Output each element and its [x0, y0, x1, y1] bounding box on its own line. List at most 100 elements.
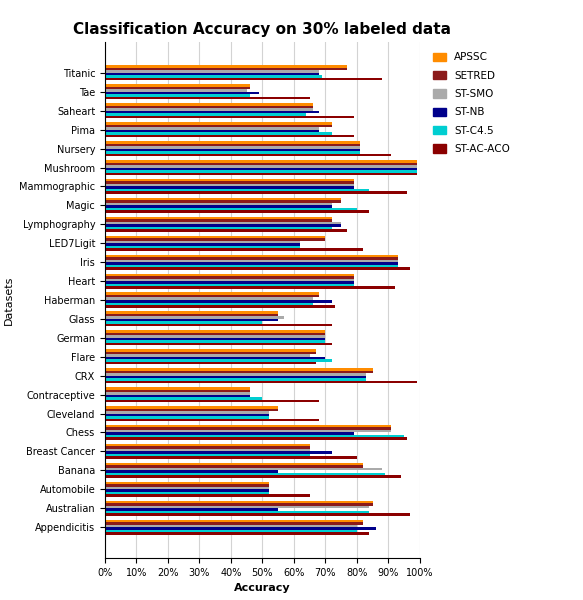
Bar: [105, 78, 382, 80]
Bar: [105, 173, 417, 175]
Bar: [105, 229, 347, 232]
Bar: [105, 444, 310, 446]
Bar: [105, 357, 325, 359]
Bar: [105, 130, 319, 132]
Bar: [105, 286, 395, 289]
Bar: [105, 281, 354, 284]
Bar: [105, 295, 319, 298]
Bar: [105, 97, 310, 100]
Bar: [105, 276, 354, 278]
Legend: APSSC, SETRED, ST-SMO, ST-NB, ST-C4.5, ST-AC-ACO: APSSC, SETRED, ST-SMO, ST-NB, ST-C4.5, S…: [428, 47, 515, 159]
Bar: [105, 484, 269, 487]
Bar: [105, 278, 354, 281]
Bar: [105, 108, 312, 111]
Bar: [105, 392, 250, 395]
Bar: [105, 227, 332, 229]
Bar: [105, 89, 247, 92]
Bar: [105, 451, 332, 454]
Bar: [105, 371, 373, 373]
Bar: [105, 76, 322, 78]
Bar: [105, 189, 370, 191]
Bar: [105, 522, 363, 524]
Bar: [105, 316, 285, 319]
Bar: [105, 106, 312, 108]
Bar: [105, 494, 310, 497]
Bar: [105, 513, 410, 515]
Bar: [105, 319, 278, 322]
Bar: [105, 127, 319, 130]
Bar: [105, 473, 385, 475]
Bar: [105, 184, 354, 187]
Bar: [105, 191, 407, 194]
Bar: [105, 149, 360, 151]
Bar: [105, 503, 373, 506]
Bar: [105, 511, 370, 513]
Bar: [105, 167, 417, 170]
Bar: [105, 454, 310, 457]
Bar: [105, 208, 357, 211]
Bar: [105, 146, 360, 149]
Bar: [105, 298, 312, 300]
Bar: [105, 141, 360, 143]
Bar: [105, 116, 354, 118]
Bar: [105, 527, 375, 530]
Bar: [105, 203, 332, 205]
Bar: [105, 205, 332, 208]
Bar: [105, 260, 398, 262]
Bar: [105, 373, 366, 376]
Bar: [105, 241, 300, 243]
Bar: [105, 311, 278, 314]
Bar: [105, 343, 332, 346]
Bar: [105, 437, 407, 440]
Bar: [105, 331, 325, 333]
Bar: [105, 65, 347, 68]
Bar: [105, 322, 262, 324]
Bar: [105, 508, 278, 511]
Bar: [105, 449, 310, 451]
Bar: [105, 520, 363, 522]
Bar: [105, 419, 319, 421]
Bar: [105, 284, 354, 286]
Bar: [105, 220, 332, 222]
Bar: [105, 489, 269, 492]
Bar: [105, 400, 319, 402]
Bar: [105, 395, 250, 397]
Bar: [105, 359, 332, 362]
Bar: [105, 87, 250, 89]
Bar: [105, 368, 373, 371]
Bar: [105, 463, 363, 465]
Bar: [105, 487, 269, 489]
Bar: [105, 378, 366, 380]
Bar: [105, 435, 404, 437]
Bar: [105, 376, 366, 378]
Bar: [105, 387, 250, 389]
Bar: [105, 475, 401, 478]
Bar: [105, 292, 319, 295]
Bar: [105, 163, 417, 165]
Bar: [105, 274, 354, 276]
Bar: [105, 198, 341, 200]
Bar: [105, 530, 357, 532]
Bar: [105, 125, 332, 127]
Bar: [105, 187, 354, 189]
Bar: [105, 262, 398, 265]
Bar: [105, 248, 363, 251]
Bar: [105, 94, 250, 97]
Bar: [105, 333, 325, 335]
Bar: [105, 111, 319, 113]
Bar: [105, 92, 259, 94]
Bar: [105, 267, 410, 269]
Bar: [105, 179, 354, 181]
Bar: [105, 506, 370, 508]
Bar: [105, 397, 262, 400]
Bar: [105, 246, 300, 248]
Bar: [105, 380, 417, 383]
Bar: [105, 470, 278, 473]
Bar: [105, 151, 360, 154]
Bar: [105, 85, 250, 87]
Bar: [105, 68, 347, 70]
Bar: [105, 314, 278, 316]
Bar: [105, 113, 307, 116]
Bar: [105, 236, 325, 238]
Bar: [105, 425, 391, 427]
